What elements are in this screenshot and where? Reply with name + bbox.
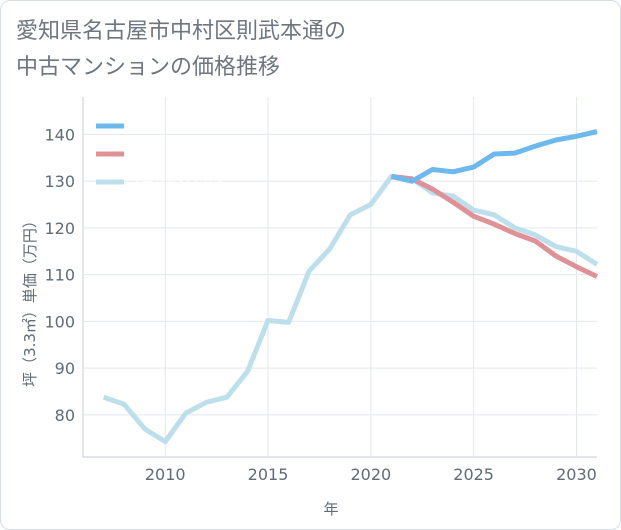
x-axis-label: 年 [323, 500, 338, 518]
x-tick-label: 2030 [556, 465, 597, 484]
y-tick-label: 80 [55, 406, 75, 425]
series-line-1 [391, 174, 599, 279]
y-tick-label: 90 [55, 359, 75, 378]
series-lines [102, 129, 599, 445]
y-tick-label: 100 [44, 312, 75, 331]
series-line-2 [102, 174, 599, 445]
axis-ticks: 80 90 100 110 120 130 140 2010 2015 2020 2025 2030 [44, 125, 596, 484]
x-tick-label: 2010 [145, 465, 186, 484]
chart-title-line-2: 中古マンションの価格推移 [16, 55, 281, 80]
y-tick-label: 110 [44, 266, 75, 285]
chart-title-line-1: 愛知県名古屋市中村区則武本通の [16, 19, 347, 44]
y-tick-label: 140 [44, 125, 75, 144]
series-line-0 [390, 129, 598, 184]
x-tick-label: 2025 [453, 465, 494, 484]
y-tick-label: 120 [44, 219, 75, 238]
chart-title: 愛知県名古屋市中村区則武本通の 中古マンションの価格推移 [16, 14, 606, 86]
y-tick-label: 130 [44, 172, 75, 191]
legend-label: グッドシナリオ [130, 119, 214, 133]
legend-label: ノーマルシナリオ [130, 175, 226, 189]
y-axis-label: 坪（3.3㎡）単価（万円） [21, 213, 39, 387]
x-tick-label: 2015 [248, 465, 289, 484]
grid [82, 97, 597, 458]
legend-label: バッドシナリオ [130, 147, 214, 161]
x-tick-label: 2020 [350, 465, 391, 484]
